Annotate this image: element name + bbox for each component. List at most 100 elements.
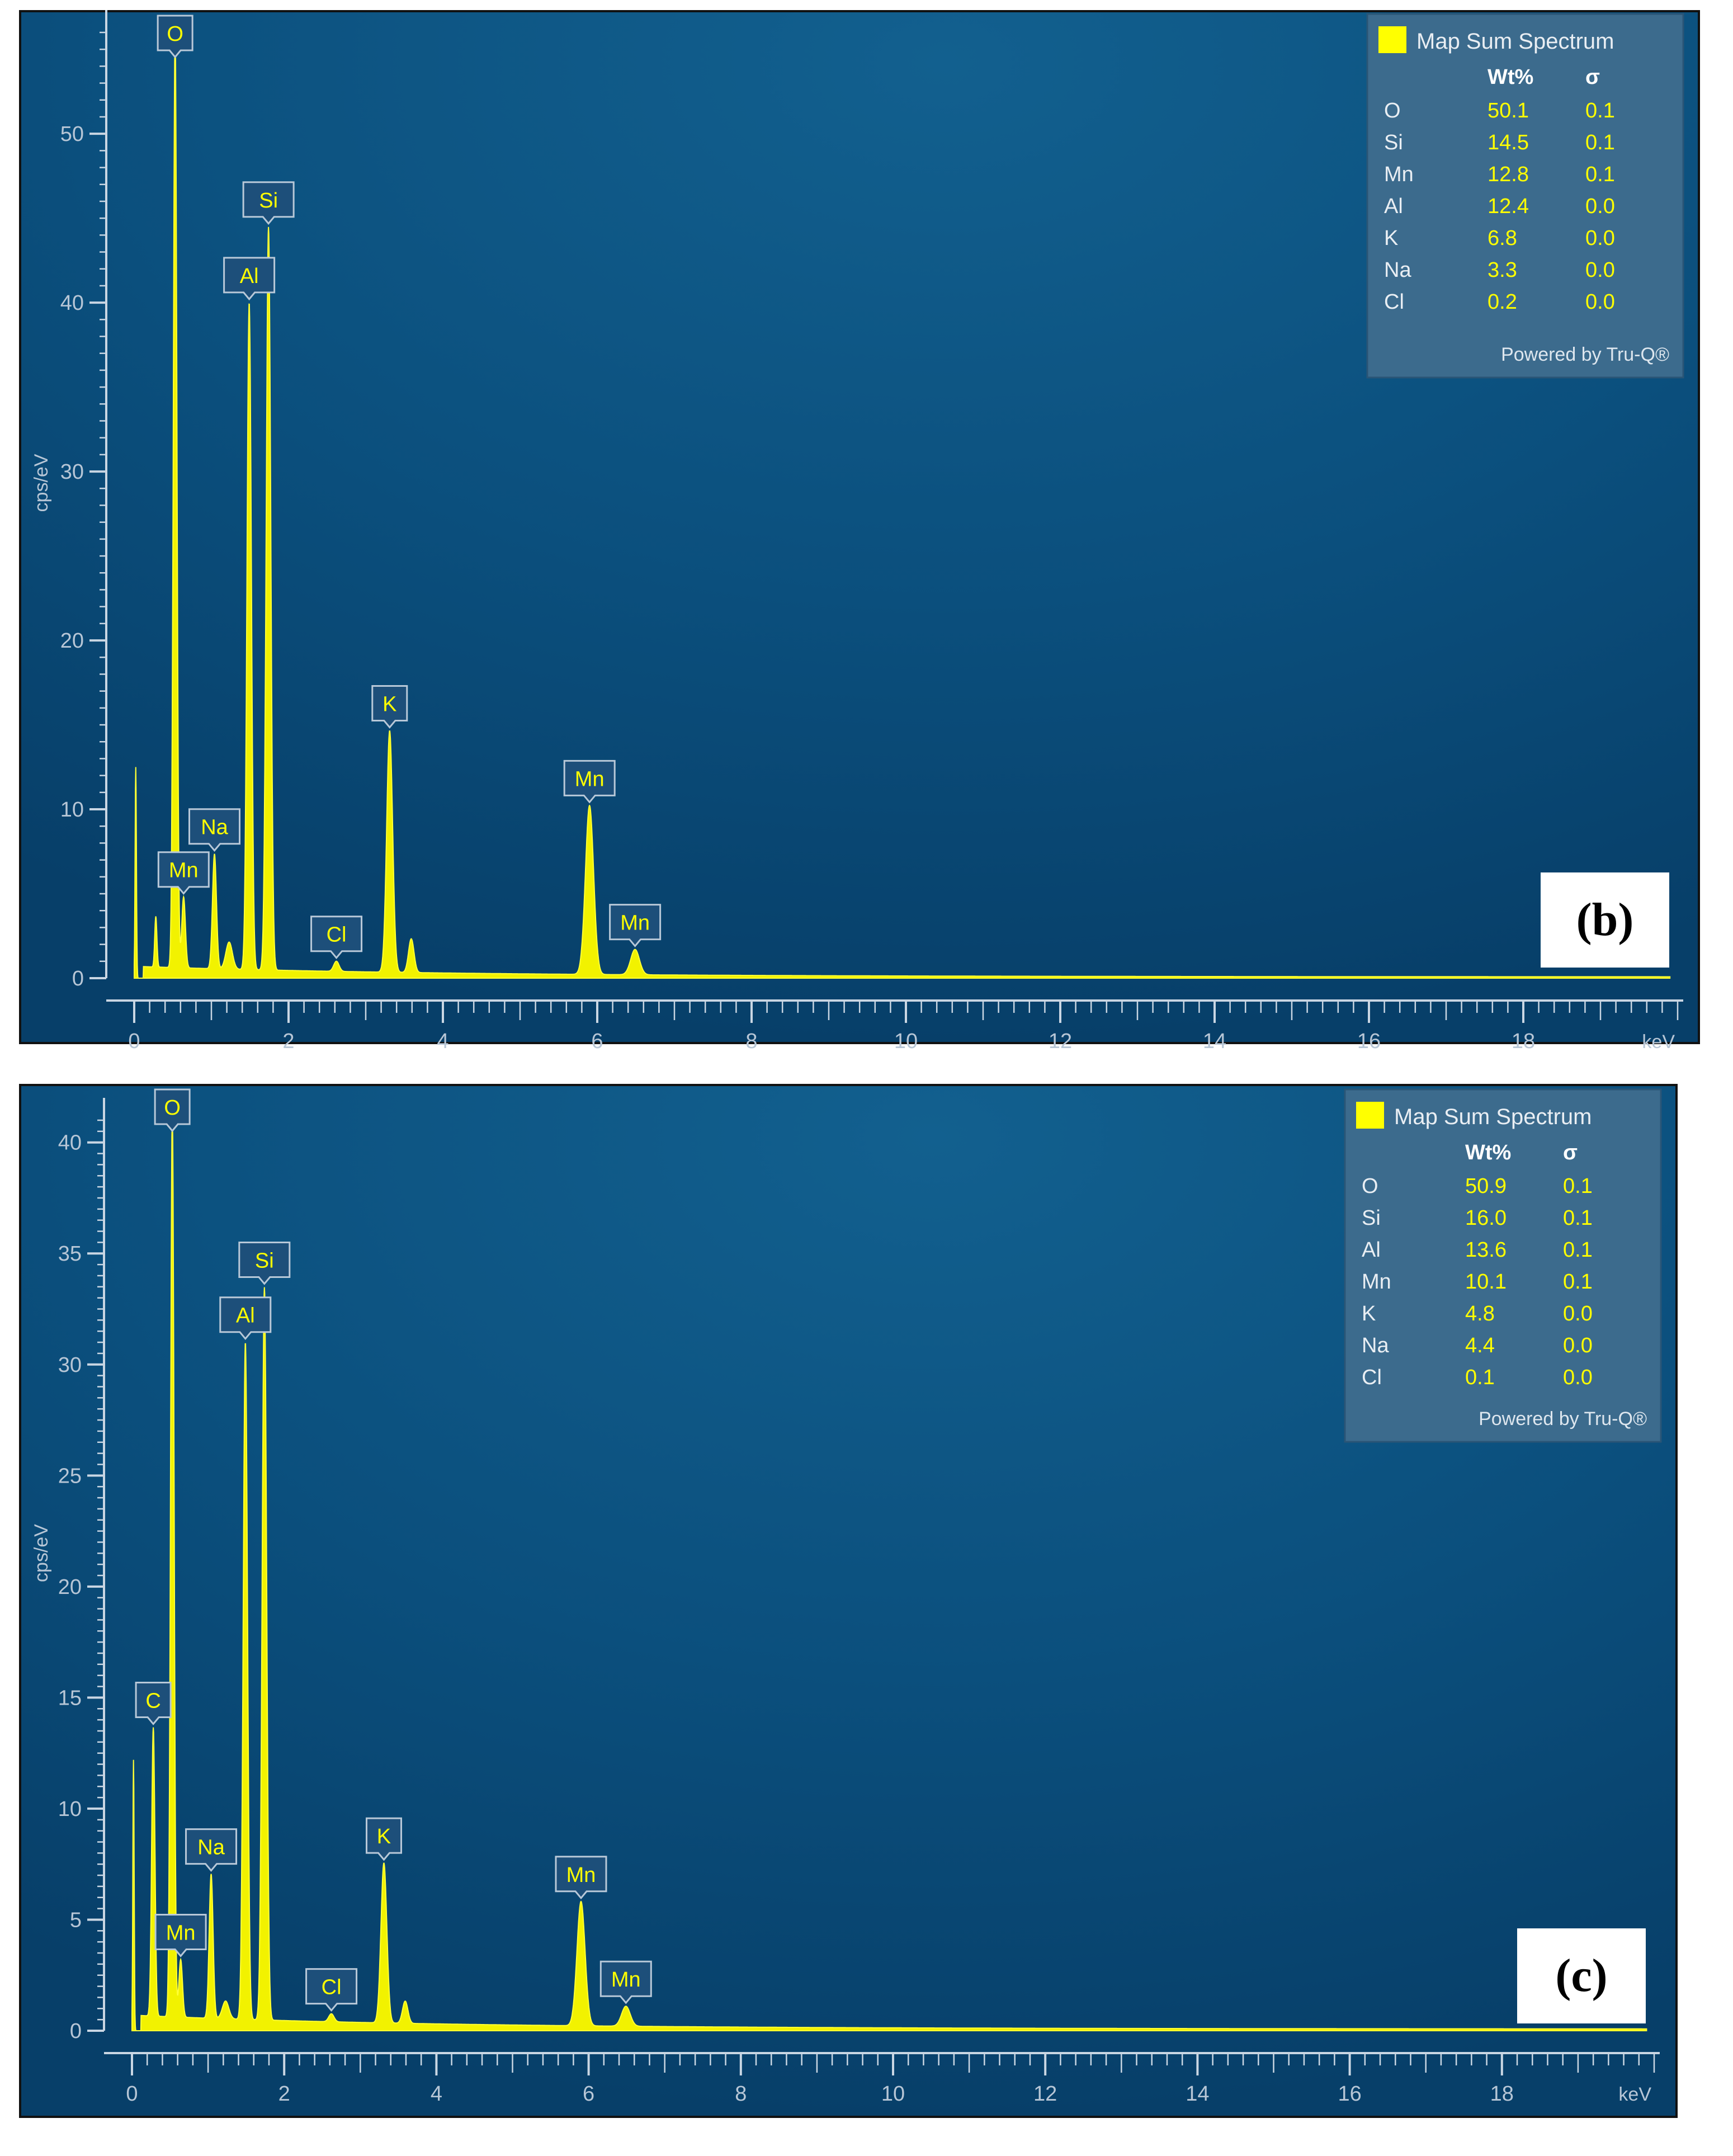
peak-label-text: Mn xyxy=(169,859,199,883)
legend-col-wt: Wt% xyxy=(1465,1141,1511,1164)
spectrum-panel-c: 0 5 10 15 20 25 30 35 40 cps/eV 0 2 4 6 8 10 12 14 16 18 keV… xyxy=(0,1078,1733,2156)
peak-label-text: Mn xyxy=(620,912,650,935)
peak-label-callout xyxy=(238,1241,291,1285)
panel-label-box xyxy=(1541,872,1669,968)
peak-label-callout xyxy=(365,1817,402,1861)
peak-label-text: O xyxy=(164,1096,181,1120)
y-axis-label: cps/eV xyxy=(31,1524,52,1582)
legend-row-element: Na xyxy=(1362,1334,1389,1357)
peak-label-text: Mn xyxy=(611,1968,641,1992)
spectrum-chart-svg: 0 10 20 30 40 50 cps/eV 0 2 4 6 8 10 12 14 16 18 keV O Si Al… xyxy=(19,10,1700,1053)
x-tick-label: 6 xyxy=(591,1030,603,1053)
y-tick-label: 30 xyxy=(58,1353,82,1377)
legend-row-sigma: 0.0 xyxy=(1563,1302,1593,1325)
peak-label-text: Si xyxy=(259,189,278,213)
legend-swatch xyxy=(1356,1102,1384,1129)
peak-label-text: Cl xyxy=(322,1976,342,1999)
peak-label-callout xyxy=(371,685,408,729)
y-tick-label: 10 xyxy=(60,798,84,822)
legend-row-element: Mn xyxy=(1362,1270,1391,1294)
legend-row-element: K xyxy=(1362,1302,1376,1325)
legend-title: Map Sum Spectrum xyxy=(1394,1105,1592,1129)
y-tick-label: 20 xyxy=(58,1575,82,1599)
legend-row-element: Mn xyxy=(1384,163,1414,186)
peak-label-text: Na xyxy=(201,816,228,839)
peak-label-callout xyxy=(609,904,662,947)
peak-label: Na xyxy=(188,808,241,852)
legend-row-element: Si xyxy=(1384,131,1403,154)
x-tick-label: 10 xyxy=(881,2082,905,2106)
y-tick-label: 20 xyxy=(60,629,84,653)
x-tick-label: 16 xyxy=(1338,2082,1361,2106)
y-tick-label: 0 xyxy=(72,967,84,990)
legend-swatch xyxy=(1378,26,1406,53)
peak-label-text: K xyxy=(383,693,396,716)
y-tick-label: 30 xyxy=(60,460,84,484)
y-tick-label: 10 xyxy=(58,1798,82,1821)
x-tick-label: 18 xyxy=(1490,2082,1514,2106)
peak-label-callout xyxy=(599,1960,652,2004)
peak-label: Si xyxy=(242,181,295,225)
y-axis-label: cps/eV xyxy=(31,454,52,512)
panel-label: (c) xyxy=(1555,1950,1607,2002)
legend-row-wt: 14.5 xyxy=(1488,131,1529,154)
legend-row-sigma: 0.1 xyxy=(1585,163,1615,186)
y-tick-label: 35 xyxy=(58,1242,82,1266)
legend-footer: Powered by Tru-Q® xyxy=(1479,1408,1647,1430)
y-tick-label: 15 xyxy=(58,1686,82,1710)
peak-label: Al xyxy=(223,257,276,301)
spectrum-series xyxy=(134,33,1671,979)
peak-label-callout xyxy=(135,1682,172,1725)
x-tick-label: 8 xyxy=(745,1030,757,1053)
y-tick-label: 50 xyxy=(60,122,84,146)
peak-label-text: Al xyxy=(236,1304,255,1328)
legend-row-sigma: 0.0 xyxy=(1563,1366,1593,1389)
legend-row-wt: 0.2 xyxy=(1488,290,1517,314)
peak-label-callout xyxy=(310,916,363,960)
peak-label: Mn xyxy=(157,851,210,895)
peak-label: O xyxy=(154,1088,191,1133)
peak-label-callout xyxy=(154,1088,191,1133)
legend: Map Sum Spectrum Wt% σ O 50.1 0.1 Si 14.5 0.1 Mn 1… xyxy=(1366,13,1684,379)
legend-row-element: O xyxy=(1384,99,1401,122)
spectrum-series xyxy=(131,1120,1647,2031)
peak-label-callout xyxy=(555,1856,607,1900)
peak-label: Mn xyxy=(555,1856,607,1900)
peak-label: Cl xyxy=(310,916,363,960)
x-tick-label: 18 xyxy=(1512,1030,1535,1053)
peak-label-text: Na xyxy=(197,1836,225,1860)
legend-row-wt: 6.8 xyxy=(1488,227,1517,250)
legend-row-wt: 50.1 xyxy=(1488,99,1529,122)
legend: Map Sum Spectrum Wt% σ O 50.9 0.1 Si 16.0 0.1 Al 1… xyxy=(1344,1088,1662,1443)
peak-label-text: O xyxy=(167,22,183,46)
panel-label: (b) xyxy=(1576,894,1634,946)
peak-label-text: Mn xyxy=(575,767,605,791)
legend-background xyxy=(1366,13,1684,379)
peak-label-text: Cl xyxy=(327,923,347,947)
x-tick-label: 14 xyxy=(1186,2082,1209,2106)
y-tick-label: 25 xyxy=(58,1464,82,1488)
legend-row-wt: 0.1 xyxy=(1465,1366,1495,1389)
peak-label-callout xyxy=(157,851,210,895)
peak-label-callout xyxy=(223,257,276,301)
peak-label-callout xyxy=(305,1968,358,2012)
peak-label-callout xyxy=(242,181,295,225)
peak-label: Mn xyxy=(599,1960,652,2004)
x-axis-unit-label: keV xyxy=(1642,1031,1675,1053)
legend-row-sigma: 0.1 xyxy=(1585,131,1615,154)
legend-row-element: Cl xyxy=(1384,290,1404,314)
legend-row-wt: 12.8 xyxy=(1488,163,1529,186)
legend-row-element: Si xyxy=(1362,1206,1381,1230)
legend-row-sigma: 0.1 xyxy=(1563,1206,1593,1230)
y-tick-label: 5 xyxy=(70,1908,82,1932)
x-tick-label: 12 xyxy=(1033,2082,1057,2106)
legend-row-element: Al xyxy=(1384,195,1403,218)
panel-label-box xyxy=(1517,1928,1646,2023)
peak-label-text: K xyxy=(377,1825,391,1848)
legend-row-sigma: 0.1 xyxy=(1563,1270,1593,1294)
legend-row-element: Al xyxy=(1362,1238,1381,1262)
x-tick-label: 2 xyxy=(278,2082,290,2106)
legend-row-sigma: 0.1 xyxy=(1563,1174,1593,1198)
peak-label: O xyxy=(157,15,193,59)
spectrum-panel-b: 0 10 20 30 40 50 cps/eV 0 2 4 6 8 10 12 14 16 18 keV O Si Al… xyxy=(19,10,1700,1053)
